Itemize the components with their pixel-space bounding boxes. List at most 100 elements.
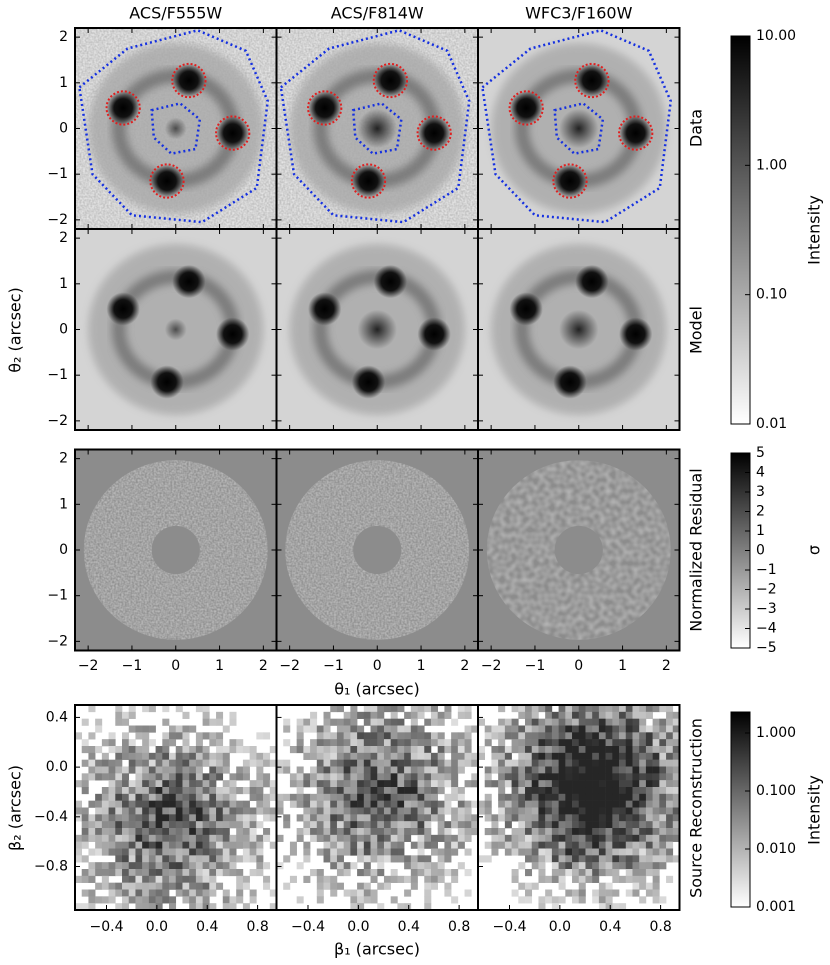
source-pixel <box>585 766 593 774</box>
row-label: Source Reconstruction <box>687 718 706 898</box>
source-pixel <box>424 882 432 890</box>
source-pixel <box>451 766 459 774</box>
source-pixel <box>551 862 559 870</box>
source-pixel <box>457 739 465 747</box>
source-pixel <box>182 869 190 877</box>
source-pixel <box>175 793 183 801</box>
source-pixel <box>437 780 445 788</box>
colorbar-tick-label: −2 <box>756 582 777 598</box>
source-pixel <box>619 814 627 822</box>
source-pixel <box>195 821 203 829</box>
source-pixel <box>202 875 210 883</box>
source-pixel <box>430 705 438 713</box>
source-pixel <box>531 732 539 740</box>
source-pixel <box>128 814 136 822</box>
source-pixel <box>95 725 103 733</box>
source-pixel <box>101 869 109 877</box>
source-pixel <box>142 896 150 904</box>
source-pixel <box>169 766 177 774</box>
source-pixel <box>370 889 378 897</box>
source-pixel <box>605 793 613 801</box>
source-pixel <box>404 862 412 870</box>
source-pixel <box>659 752 667 760</box>
source-pixel <box>162 752 170 760</box>
colorbar-tick-label: 1.00 <box>756 157 787 173</box>
source-pixel <box>169 732 177 740</box>
source-pixel <box>343 752 351 760</box>
source-pixel <box>592 739 600 747</box>
source-pixel <box>330 862 338 870</box>
source-pixel <box>531 752 539 760</box>
source-pixel <box>95 814 103 822</box>
source-pixel <box>357 787 365 795</box>
colorbar-tick-label: 1 <box>756 523 765 539</box>
source-pixel <box>565 705 573 713</box>
source-pixel <box>122 814 130 822</box>
source-pixel <box>659 828 667 836</box>
source-pixel <box>464 821 472 829</box>
x-tick-label: −1 <box>323 658 344 674</box>
source-pixel <box>424 718 432 726</box>
source-pixel <box>316 773 324 781</box>
source-pixel <box>148 848 156 856</box>
source-pixel <box>390 800 398 808</box>
source-pixel <box>538 834 546 842</box>
source-pixel <box>511 834 519 842</box>
source-pixel <box>370 711 378 719</box>
colorbar <box>730 711 751 908</box>
source-pixel <box>417 759 425 767</box>
source-pixel <box>108 828 116 836</box>
source-pixel <box>659 821 667 829</box>
source-pixel <box>88 732 96 740</box>
source-pixel <box>222 725 230 733</box>
source-pixel <box>195 869 203 877</box>
source-pixel <box>169 787 177 795</box>
y-tick-label: 0.4 <box>46 709 68 725</box>
source-pixel <box>471 780 479 788</box>
source-pixel <box>619 841 627 849</box>
source-pixel <box>437 739 445 747</box>
source-pixel <box>572 869 580 877</box>
source-pixel <box>565 862 573 870</box>
source-pixel <box>531 780 539 788</box>
source-pixel <box>645 848 653 856</box>
image-blob <box>106 292 140 326</box>
source-pixel <box>511 889 519 897</box>
source-pixel <box>518 746 526 754</box>
source-pixel <box>565 889 573 897</box>
source-pixel <box>155 807 163 815</box>
source-pixel <box>585 862 593 870</box>
source-pixel <box>202 869 210 877</box>
source-pixel <box>518 896 526 904</box>
source-pixel <box>390 896 398 904</box>
source-pixel <box>444 828 452 836</box>
source-pixel <box>390 793 398 801</box>
source-pixel <box>128 889 136 897</box>
source-pixel <box>256 759 264 767</box>
source-pixel <box>182 807 190 815</box>
source-pixel <box>283 814 291 822</box>
source-pixel <box>330 773 338 781</box>
source-pixel <box>464 780 472 788</box>
source-pixel <box>330 889 338 897</box>
source-pixel <box>148 862 156 870</box>
source-pixel <box>377 793 385 801</box>
source-pixel <box>209 841 217 849</box>
source-pixel <box>303 848 311 856</box>
source-pixel <box>142 875 150 883</box>
source-pixel <box>404 746 412 754</box>
source-pixel <box>538 752 546 760</box>
source-pixel <box>598 807 606 815</box>
source-pixel <box>390 759 398 767</box>
source-pixel <box>182 841 190 849</box>
source-pixel <box>430 793 438 801</box>
image-mask <box>508 90 544 126</box>
source-pixel <box>498 732 506 740</box>
source-pixel <box>182 814 190 822</box>
source-pixel <box>558 705 566 713</box>
source-pixel <box>545 855 553 863</box>
source-pixel <box>457 766 465 774</box>
source-pixel <box>578 855 586 863</box>
source-pixel <box>316 732 324 740</box>
source-pixel <box>565 793 573 801</box>
